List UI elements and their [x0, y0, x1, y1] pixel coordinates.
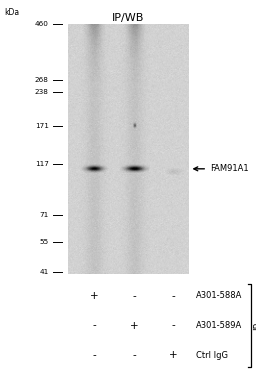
Text: 268: 268: [35, 76, 49, 82]
Text: kDa: kDa: [5, 8, 20, 17]
Text: IP/WB: IP/WB: [112, 13, 144, 22]
Text: A301-589A: A301-589A: [196, 321, 242, 330]
Text: -: -: [172, 320, 176, 330]
Text: IP: IP: [253, 322, 256, 330]
Text: -: -: [132, 350, 136, 360]
Text: +: +: [90, 291, 99, 301]
Text: Ctrl IgG: Ctrl IgG: [196, 351, 228, 360]
Text: 460: 460: [35, 21, 49, 27]
Text: 41: 41: [40, 269, 49, 275]
Text: +: +: [169, 350, 178, 360]
Text: +: +: [130, 320, 138, 330]
Text: 171: 171: [35, 122, 49, 129]
Text: A301-588A: A301-588A: [196, 291, 242, 300]
Text: FAM91A1: FAM91A1: [210, 164, 249, 173]
Text: -: -: [172, 291, 176, 301]
Text: 71: 71: [40, 213, 49, 219]
Text: 238: 238: [35, 89, 49, 95]
Text: -: -: [92, 350, 96, 360]
Text: -: -: [92, 320, 96, 330]
Text: -: -: [132, 291, 136, 301]
Text: 117: 117: [35, 162, 49, 167]
Text: 55: 55: [40, 239, 49, 245]
